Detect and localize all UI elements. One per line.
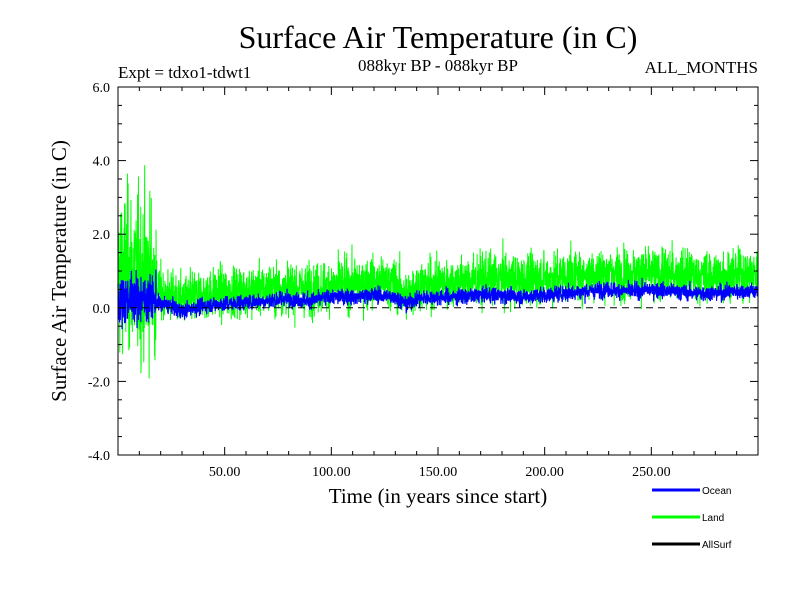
- chart-subtitle-center: 088kyr BP - 088kyr BP: [358, 56, 518, 75]
- y-tick-label: -2.0: [88, 375, 110, 390]
- axis-tick-labels: -4.0 -2.0 0.0 2.0 4.0 6.0 50.00 100.00 150.00 200…: [88, 81, 671, 480]
- legend-label-land: Land: [702, 513, 724, 524]
- series-line-ocean: [117, 269, 759, 330]
- plot-data: [117, 165, 759, 379]
- x-tick-label: 150.00: [419, 465, 458, 480]
- y-tick-label: 2.0: [93, 228, 111, 243]
- x-tick-label: 250.00: [632, 465, 671, 480]
- x-tick-label: 100.00: [312, 465, 351, 480]
- chart-subtitle-right: ALL_MONTHS: [645, 58, 758, 77]
- y-tick-label: 6.0: [93, 81, 111, 96]
- chart-title: Surface Air Temperature (in C): [239, 19, 638, 55]
- y-tick-label: 4.0: [93, 155, 111, 170]
- legend-label-allsurf: AllSurf: [702, 540, 732, 551]
- y-axis-label: Surface Air Temperature (in C): [47, 140, 71, 402]
- y-tick-label: -4.0: [88, 449, 110, 464]
- series-line-land: [117, 165, 759, 379]
- legend: Ocean Land AllSurf: [652, 486, 732, 551]
- axis-ticks: [118, 86, 758, 456]
- legend-label-ocean: Ocean: [702, 486, 731, 497]
- x-tick-label: 200.00: [525, 465, 564, 480]
- y-tick-label: 0.0: [93, 302, 111, 317]
- x-tick-label: 50.00: [209, 465, 241, 480]
- x-axis-label: Time (in years since start): [329, 484, 548, 508]
- chart-subtitle-left: Expt = tdxo1-tdwt1: [118, 63, 251, 82]
